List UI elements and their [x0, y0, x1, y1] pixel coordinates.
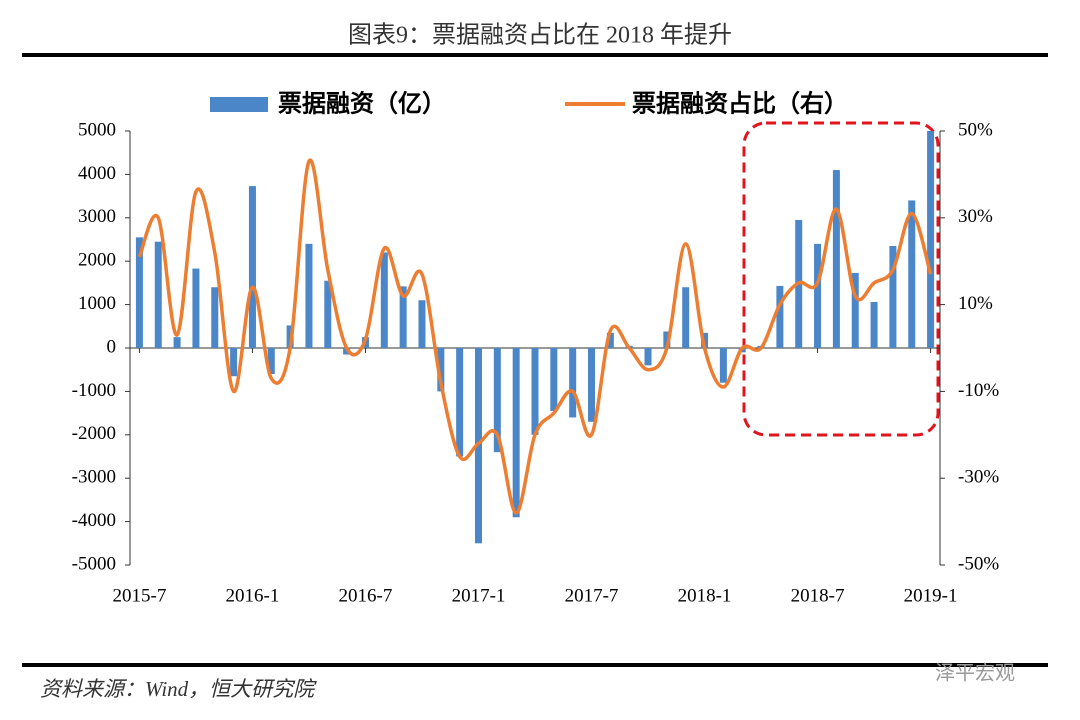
bar	[682, 287, 690, 348]
y2-tick-label: 10%	[958, 293, 993, 314]
y2-tick-label: -30%	[958, 467, 999, 488]
bar	[851, 272, 859, 348]
chart-title: 图表9：票据融资占比在 2018 年提升	[348, 22, 732, 49]
bar	[324, 280, 332, 348]
y-tick-label: 4000	[78, 163, 116, 184]
bar	[550, 348, 558, 411]
bar	[663, 331, 671, 348]
bar	[927, 131, 935, 348]
y-tick-label: -4000	[72, 510, 116, 531]
x-tick-label: 2016-7	[339, 585, 393, 606]
x-tick-label: 2019-1	[904, 585, 958, 606]
bar	[230, 348, 238, 377]
x-tick-label: 2018-1	[678, 585, 732, 606]
legend-label: 票据融资（亿）	[278, 91, 446, 118]
bar	[305, 243, 313, 348]
bar	[493, 348, 501, 453]
y-tick-label: 3000	[78, 206, 116, 227]
source: 资料来源：Wind，恒大研究院	[40, 677, 317, 701]
bar	[569, 348, 577, 418]
x-tick-label: 2015-7	[113, 585, 167, 606]
y-tick-label: -5000	[72, 553, 116, 574]
x-tick-label: 2018-7	[791, 585, 845, 606]
bar	[588, 348, 596, 422]
highlight-box	[742, 121, 940, 437]
bar	[531, 348, 539, 435]
bar	[456, 348, 464, 457]
x-tick-label: 2017-7	[565, 585, 619, 606]
bar	[832, 170, 840, 348]
y2-tick-label: 50%	[958, 119, 993, 140]
bar	[889, 246, 897, 348]
y-tick-label: -1000	[72, 380, 116, 401]
y2-tick-label: -50%	[958, 553, 999, 574]
bar	[399, 286, 407, 348]
y2-tick-label: 30%	[958, 206, 993, 227]
bar	[719, 348, 727, 383]
bar	[418, 300, 426, 348]
bar	[154, 241, 162, 348]
bar	[173, 337, 181, 348]
line	[137, 158, 933, 515]
bar	[192, 268, 200, 348]
bar	[512, 348, 520, 518]
legend-swatch	[210, 97, 268, 112]
y2-tick-label: -10%	[958, 380, 999, 401]
bar	[437, 348, 445, 392]
y-tick-label: 5000	[78, 119, 116, 140]
bar	[248, 186, 256, 348]
bar	[908, 200, 916, 348]
bar	[870, 301, 878, 348]
bar	[814, 243, 822, 348]
bar	[211, 287, 219, 348]
y-tick-label: 0	[107, 336, 117, 357]
y-tick-label: -3000	[72, 467, 116, 488]
watermark: 泽平宏观	[935, 662, 1015, 685]
y-tick-label: 1000	[78, 293, 116, 314]
bar	[644, 348, 652, 366]
y-tick-label: -2000	[72, 423, 116, 444]
bar	[380, 252, 388, 348]
bar	[606, 332, 614, 348]
legend-label: 票据融资占比（右）	[632, 91, 848, 118]
x-tick-label: 2016-1	[226, 585, 280, 606]
bar	[267, 348, 275, 375]
bar	[776, 285, 784, 348]
y-tick-label: 2000	[78, 250, 116, 271]
x-tick-label: 2017-1	[452, 585, 506, 606]
bar	[135, 237, 143, 348]
